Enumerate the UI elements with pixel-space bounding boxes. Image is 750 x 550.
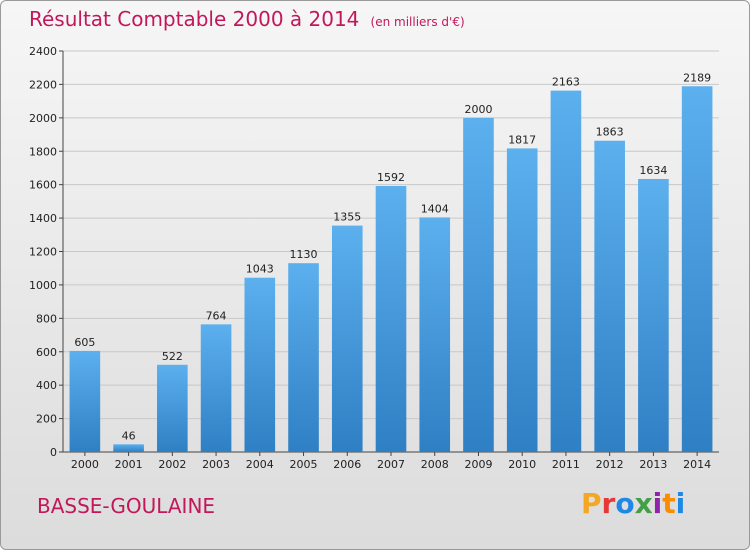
value-label-2007: 1592: [377, 171, 405, 184]
value-label-2014: 2189: [683, 71, 711, 84]
bar-2000: [69, 350, 101, 452]
bar-2004: [244, 277, 276, 452]
x-tick-label-2013: 2013: [639, 458, 667, 471]
bar-2003: [200, 324, 232, 452]
x-tick-label-2001: 2001: [115, 458, 143, 471]
value-label-2011: 2163: [552, 76, 580, 89]
logo-letter: i: [652, 487, 663, 520]
bar-2006: [331, 225, 363, 452]
x-tick-label-2008: 2008: [421, 458, 449, 471]
chart-title: Résultat Comptable 2000 à 2014 (en milli…: [29, 7, 465, 31]
value-label-2008: 1404: [421, 202, 449, 215]
bar-2002: [157, 364, 188, 452]
value-label-2000: 605: [74, 336, 95, 349]
bars: [69, 86, 713, 453]
y-tick-label: 2200: [29, 78, 57, 91]
value-label-2002: 522: [162, 350, 183, 363]
logo-letter: t: [662, 487, 676, 520]
x-tick-label-2011: 2011: [552, 458, 580, 471]
x-tick-label-2014: 2014: [683, 458, 711, 471]
y-tick-label: 1000: [29, 279, 57, 292]
commune-name: BASSE-GOULAINE: [37, 494, 216, 518]
value-label-2013: 1634: [639, 164, 667, 177]
x-tick-label-2010: 2010: [508, 458, 536, 471]
y-tick-label: 2000: [29, 112, 57, 125]
x-tick-label-2007: 2007: [377, 458, 405, 471]
bar-2008: [419, 217, 451, 452]
y-tick-label: 1600: [29, 179, 57, 192]
y-tick-label: 1200: [29, 246, 57, 259]
x-tick-label-2012: 2012: [596, 458, 624, 471]
x-tick-label-2004: 2004: [246, 458, 274, 471]
y-tick-label: 200: [36, 413, 57, 426]
labels: 0 200 400 600 800 1000 1200 1400 1600 1800 2000 220…: [29, 45, 711, 471]
y-tick-label: 1800: [29, 145, 57, 158]
bar-2014: [681, 86, 713, 453]
x-tick-label-2002: 2002: [158, 458, 186, 471]
value-label-2006: 1355: [333, 211, 361, 224]
x-tick-label-2009: 2009: [464, 458, 492, 471]
y-tick-label: 2400: [29, 45, 57, 58]
y-tick-label: 1400: [29, 212, 57, 225]
logo-letter: r: [601, 487, 616, 520]
x-tick-label-2003: 2003: [202, 458, 230, 471]
bar-2007: [375, 186, 407, 452]
bar-2009: [463, 117, 494, 452]
logo-letter: i: [675, 487, 686, 520]
y-tick-label: 600: [36, 346, 57, 359]
logo-letter: P: [581, 487, 602, 520]
bar-2001: [113, 444, 144, 452]
value-label-2001: 46: [122, 429, 136, 442]
x-tick-label-2006: 2006: [333, 458, 361, 471]
chart-title-unit: (en milliers d'€): [370, 15, 465, 29]
bar-2012: [594, 140, 625, 452]
proxiti-logo[interactable]: Proxiti: [581, 487, 685, 520]
bar-2011: [550, 90, 582, 452]
value-label-2003: 764: [206, 309, 227, 322]
value-label-2009: 2000: [464, 103, 492, 116]
chart-title-main: Résultat Comptable 2000 à 2014: [29, 7, 360, 31]
value-label-2012: 1863: [596, 126, 624, 139]
value-label-2005: 1130: [290, 248, 318, 261]
y-tick-label: 0: [50, 446, 57, 459]
x-tick-label-2005: 2005: [290, 458, 318, 471]
bar-2013: [638, 178, 669, 452]
y-tick-label: 400: [36, 379, 57, 392]
y-tick-label: 800: [36, 312, 57, 325]
logo-letter: x: [634, 487, 653, 520]
value-label-2010: 1817: [508, 133, 536, 146]
x-tick-label-2000: 2000: [71, 458, 99, 471]
bar-2010: [506, 148, 538, 452]
bar-2005: [288, 263, 319, 452]
logo-letter: o: [615, 487, 635, 520]
value-label-2004: 1043: [246, 263, 274, 276]
